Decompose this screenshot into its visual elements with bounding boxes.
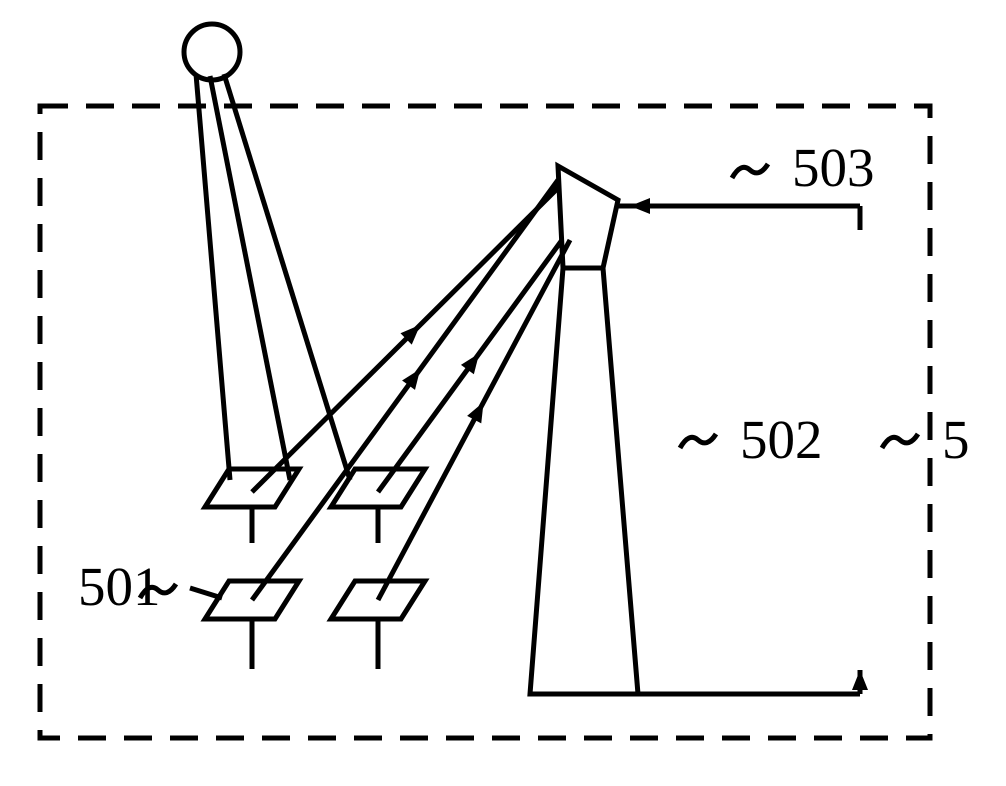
reflected-rays [252,180,570,600]
receiver [558,166,618,268]
callout-501-leader [190,588,222,598]
tower [530,268,638,694]
callout-5: 5 [942,409,970,470]
callout-502: 502 [740,409,823,470]
callout-501: 501 [78,556,161,617]
callout-503: 503 [792,137,875,198]
sun-icon [184,24,240,80]
callout-tildes [140,164,918,598]
diagram-canvas: 501 502 503 5 [0,0,1006,786]
